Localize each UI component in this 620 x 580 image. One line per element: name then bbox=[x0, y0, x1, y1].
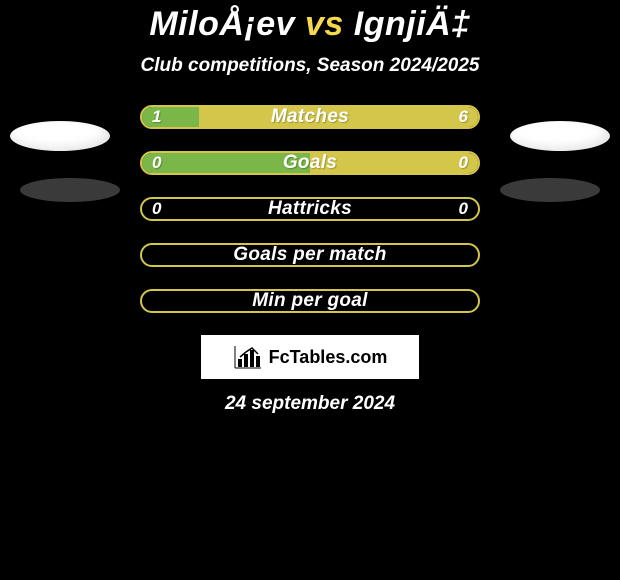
player1-name: MiloÅ¡ev bbox=[149, 5, 295, 43]
date-text: 24 september 2024 bbox=[0, 393, 620, 415]
stat-bar: 16Matches bbox=[140, 105, 480, 129]
stat-bar: Min per goal bbox=[140, 289, 480, 313]
stat-bars: 16Matches 00Goals 00Hattricks Goals per mat… bbox=[140, 105, 480, 313]
player2-shadow bbox=[500, 178, 600, 202]
root: MiloÅ¡ev vs IgnjiÄ‡ Club competitions, S… bbox=[0, 0, 620, 580]
subtitle: Club competitions, Season 2024/2025 bbox=[0, 55, 620, 77]
site-name: FcTables.com bbox=[269, 347, 388, 368]
stat-bar: 00Hattricks bbox=[140, 197, 480, 221]
bar-label: Goals bbox=[142, 153, 478, 173]
bar-label: Min per goal bbox=[142, 291, 478, 311]
bar-label: Goals per match bbox=[142, 245, 478, 265]
barchart-icon bbox=[233, 344, 263, 370]
bar-label: Hattricks bbox=[142, 199, 478, 219]
vs-text: vs bbox=[305, 5, 344, 43]
player1-photo bbox=[10, 121, 110, 151]
site-logo: FcTables.com bbox=[201, 335, 419, 379]
bar-label: Matches bbox=[142, 107, 478, 127]
stat-bar: 00Goals bbox=[140, 151, 480, 175]
player2-name: IgnjiÄ‡ bbox=[354, 5, 471, 43]
stat-bar: Goals per match bbox=[140, 243, 480, 267]
page-title: MiloÅ¡ev vs IgnjiÄ‡ bbox=[0, 6, 620, 43]
player2-photo bbox=[510, 121, 610, 151]
player1-shadow bbox=[20, 178, 120, 202]
